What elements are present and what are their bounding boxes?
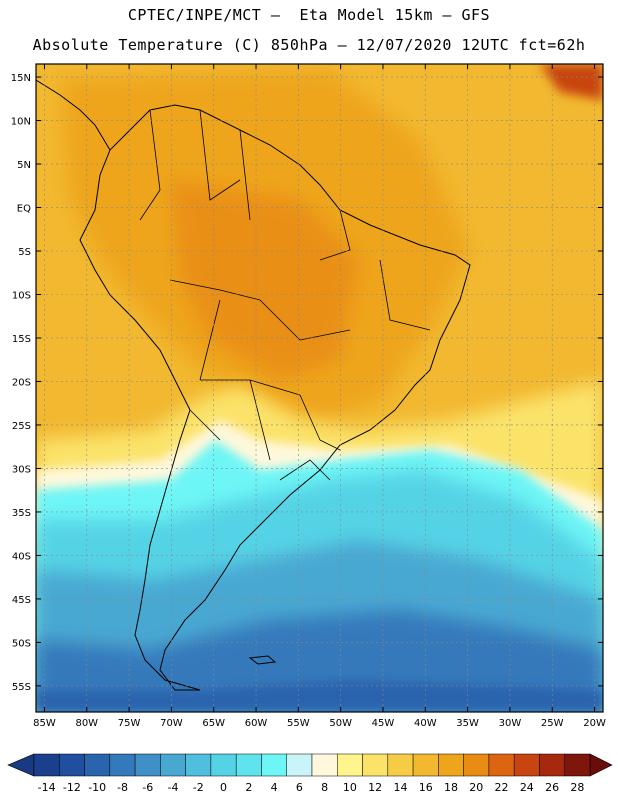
legend-swatch bbox=[59, 753, 85, 777]
legend-label: 6 bbox=[296, 781, 303, 794]
lon-tick-label: 25W bbox=[541, 718, 564, 729]
legend-swatch bbox=[160, 753, 186, 777]
lat-tick-label: 5S bbox=[18, 247, 31, 258]
legend-label: -8 bbox=[117, 781, 128, 794]
lon-tick-label: 65W bbox=[202, 718, 225, 729]
temperature-field bbox=[36, 64, 603, 712]
legend-label: 8 bbox=[321, 781, 328, 794]
lat-tick-label: 50S bbox=[12, 638, 31, 649]
legend-arrow-max bbox=[589, 753, 613, 777]
lon-tick-label: 50W bbox=[329, 718, 352, 729]
legend-label: -6 bbox=[142, 781, 153, 794]
legend-swatch bbox=[109, 753, 136, 777]
lat-tick-label: 15N bbox=[11, 73, 31, 84]
lon-tick-label: 45W bbox=[372, 718, 395, 729]
legend-label: -2 bbox=[193, 781, 204, 794]
legend-swatch bbox=[488, 753, 515, 777]
legend-label: 4 bbox=[271, 781, 278, 794]
lon-tick-label: 70W bbox=[160, 718, 183, 729]
legend-label: -10 bbox=[88, 781, 106, 794]
legend-label: 24 bbox=[520, 781, 534, 794]
lon-tick-label: 55W bbox=[287, 718, 310, 729]
legend-swatch bbox=[185, 753, 212, 777]
lat-tick-label: 10S bbox=[12, 290, 31, 301]
legend-label: 14 bbox=[393, 781, 407, 794]
country-borders bbox=[139, 109, 431, 481]
legend-label: 26 bbox=[545, 781, 559, 794]
legend-label: 18 bbox=[444, 781, 458, 794]
lat-tick-label: 30S bbox=[12, 464, 31, 475]
legend-swatch bbox=[235, 753, 262, 777]
legend-swatch bbox=[463, 753, 490, 777]
legend-swatch bbox=[286, 753, 313, 777]
legend-label: 20 bbox=[469, 781, 483, 794]
lon-tick-label: 40W bbox=[414, 718, 437, 729]
legend-swatch bbox=[84, 753, 111, 777]
chart-title: CPTEC/INPE/MCT – Eta Model 15km – GFS bbox=[127, 6, 491, 24]
legend-label: -4 bbox=[168, 781, 179, 794]
coastlines bbox=[36, 79, 471, 691]
legend-label: 22 bbox=[495, 781, 509, 794]
south-america-coast bbox=[79, 104, 471, 691]
lon-tick-label: 35W bbox=[456, 718, 479, 729]
color-legend: -14 -12 -10 -8 -6 -4 -2 0 2 4 6 8 10 12 14 16 18 20 22 24 26… bbox=[7, 753, 613, 794]
lat-tick-label: 45S bbox=[12, 595, 31, 606]
legend-label: 12 bbox=[368, 781, 382, 794]
legend-swatch bbox=[513, 753, 540, 777]
legend-swatch bbox=[311, 753, 338, 777]
legend-label: 16 bbox=[419, 781, 433, 794]
lat-tick-label: 35S bbox=[12, 508, 31, 519]
chart-subtitle: Absolute Temperature (C) 850hPa – 12/07/… bbox=[32, 36, 586, 54]
lon-tick-label: 20W bbox=[583, 718, 606, 729]
lat-tick-label: 20S bbox=[12, 377, 31, 388]
legend-swatch bbox=[210, 753, 237, 777]
legend-swatch bbox=[539, 753, 565, 777]
legend-swatch bbox=[412, 753, 439, 777]
legend-swatch bbox=[337, 753, 363, 777]
legend-arrow-min bbox=[7, 753, 35, 777]
legend-label: -14 bbox=[38, 781, 56, 794]
falkland-islands bbox=[248, 655, 277, 665]
legend-swatch bbox=[564, 753, 591, 777]
legend-swatch bbox=[387, 753, 414, 777]
lon-tick-label: 30W bbox=[499, 718, 522, 729]
legend-swatch bbox=[134, 753, 161, 777]
lat-tick-label: 15S bbox=[12, 334, 31, 345]
legend-label: 10 bbox=[343, 781, 357, 794]
legend-label: -12 bbox=[63, 781, 81, 794]
field-hottest bbox=[170, 180, 360, 380]
legend-swatch bbox=[438, 753, 464, 777]
legend-label: 0 bbox=[220, 781, 227, 794]
lon-tick-label: 75W bbox=[118, 718, 141, 729]
lon-tick-label: 80W bbox=[75, 718, 98, 729]
legend-label: 2 bbox=[245, 781, 252, 794]
lat-tick-label: EQ bbox=[17, 204, 31, 215]
legend-swatch bbox=[33, 753, 60, 777]
lat-tick-label: 40S bbox=[12, 551, 31, 562]
lat-tick-label: 25S bbox=[12, 421, 31, 432]
legend-label: 28 bbox=[570, 781, 584, 794]
central-america-coast bbox=[36, 79, 111, 151]
temperature-map: 15N 10N 5N EQ 5S 10S 15S 20S 25S 30S 35S 40S 45S 50S 5… bbox=[11, 63, 606, 729]
graticule bbox=[36, 64, 603, 712]
longitude-axis: 85W 80W 75W 70W 65W 60W 55W 50W 45W 40W 35W 30W 25W 2… bbox=[33, 64, 606, 729]
lat-tick-label: 10N bbox=[11, 117, 31, 128]
map-frame bbox=[35, 63, 604, 713]
lon-tick-label: 85W bbox=[33, 718, 56, 729]
field-ne-hot bbox=[540, 64, 603, 100]
lat-tick-label: 55S bbox=[12, 682, 31, 693]
lat-tick-label: 5N bbox=[17, 160, 31, 171]
lon-tick-label: 60W bbox=[245, 718, 268, 729]
legend-swatch bbox=[362, 753, 389, 777]
legend-swatch bbox=[261, 753, 287, 777]
latitude-axis: 15N 10N 5N EQ 5S 10S 15S 20S 25S 30S 35S 40S 45S 50S 5… bbox=[11, 73, 603, 693]
field-navy bbox=[36, 680, 603, 712]
